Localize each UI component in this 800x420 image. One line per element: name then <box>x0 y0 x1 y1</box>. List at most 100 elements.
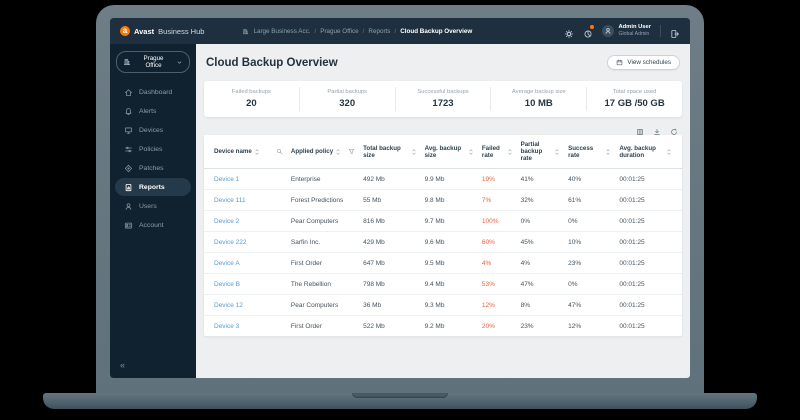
sidebar-item-patches[interactable]: Patches <box>115 159 191 177</box>
cell-total: 522 Mb <box>363 322 385 330</box>
download-icon[interactable] <box>653 123 661 135</box>
column-header-failed-rate[interactable]: Failed rate <box>478 139 517 165</box>
sidebar-item-users[interactable]: Users <box>115 197 191 215</box>
device-link[interactable]: Device B <box>214 280 241 288</box>
monitor-icon <box>124 126 133 135</box>
sort-icon[interactable] <box>468 148 474 156</box>
logout-icon[interactable] <box>670 26 680 38</box>
sidebar-item-policies[interactable]: Policies <box>115 140 191 158</box>
cell-policy: First Order <box>290 259 322 267</box>
cell-success: 12% <box>568 322 582 330</box>
table-row: Device 2 Pear Computers 816 Mb 9.7 Mb 100% 0%… <box>204 211 682 232</box>
cell-policy: Sarfin Inc. <box>290 238 321 246</box>
column-label: Avg. backup size <box>424 144 462 159</box>
sort-icon[interactable] <box>411 148 417 156</box>
org-selector[interactable]: Prague Office <box>116 51 190 73</box>
sidebar-item-dashboard[interactable]: Dashboard <box>115 83 191 101</box>
cell-duration: 00:01:25 <box>619 238 645 246</box>
user-role: Global Admin <box>618 31 650 38</box>
columns-icon[interactable] <box>636 123 644 135</box>
column-header-partial-backup-rate[interactable]: Partial backup rate <box>517 135 565 168</box>
cell-success: 61% <box>568 196 582 204</box>
cell-failed: 60% <box>481 238 495 246</box>
device-link[interactable]: Device 222 <box>214 238 247 246</box>
cell-policy: First Order <box>290 322 322 330</box>
laptop-shadow <box>30 406 770 415</box>
sort-icon[interactable] <box>254 148 260 156</box>
cell-duration: 00:01:25 <box>619 301 645 309</box>
device-link[interactable]: Device 111 <box>214 196 246 204</box>
cell-policy: Forest Predictions <box>290 196 344 204</box>
cell-failed: 4% <box>481 259 492 267</box>
device-link[interactable]: Device 2 <box>214 217 240 225</box>
breadcrumb-link[interactable]: Reports <box>368 27 391 35</box>
breadcrumb-link[interactable]: Large Business Acc. <box>253 27 311 35</box>
stat-label: Partial backups <box>327 89 368 95</box>
cell-partial: 41% <box>520 175 534 183</box>
sidebar-item-devices[interactable]: Devices <box>115 121 191 139</box>
stat-value: 1723 <box>432 98 454 109</box>
user-menu[interactable]: Admin User Global Admin <box>602 24 651 38</box>
avast-logo-icon <box>120 26 130 36</box>
brand[interactable]: Avast Business Hub <box>120 26 204 36</box>
column-header-total-backup-size[interactable]: Total backup size <box>359 139 421 165</box>
breadcrumb-separator: / <box>362 27 365 35</box>
sort-icon[interactable] <box>554 148 560 156</box>
cell-total: 429 Mb <box>363 238 385 246</box>
brand-name-bold: Avast <box>134 26 155 36</box>
sidebar-item-account[interactable]: Account <box>115 216 191 234</box>
column-header-avg-backup-duration[interactable]: Avg. backup duration <box>615 139 676 165</box>
cell-avg: 9.8 Mb <box>424 196 445 204</box>
cell-duration: 00:01:25 <box>619 217 645 225</box>
device-link[interactable]: Device 3 <box>214 322 240 330</box>
refresh-icon[interactable] <box>670 123 678 135</box>
backup-report-table: Device name Applied policy Total backup si… <box>204 135 682 336</box>
search-icon[interactable] <box>276 148 283 155</box>
table-toolbar <box>204 117 682 135</box>
account-icon <box>124 221 133 230</box>
stat-value: 17 GB /50 GB <box>604 98 665 109</box>
cell-partial: 8% <box>520 301 530 309</box>
building-icon <box>242 28 249 35</box>
cell-policy: Enterprise <box>290 175 321 183</box>
cell-duration: 00:01:25 <box>619 259 645 267</box>
breadcrumb-current: Cloud Backup Overview <box>400 27 473 35</box>
column-header-success-rate[interactable]: Success rate <box>564 139 615 165</box>
sort-icon[interactable] <box>605 148 611 156</box>
device-link[interactable]: Device 12 <box>214 301 243 309</box>
cell-avg: 9.6 Mb <box>424 238 445 246</box>
page-title: Cloud Backup Overview <box>206 56 338 69</box>
sidebar-item-alerts[interactable]: Alerts <box>115 102 191 120</box>
column-header-avg-backup-size[interactable]: Avg. backup size <box>421 139 478 165</box>
column-header-device-name[interactable]: Device name <box>210 142 287 162</box>
table-body: Device 1 Enterprise 492 Mb 9.9 Mb 19% 41% 40% 0… <box>204 169 682 336</box>
stat-value: 20 <box>246 98 257 109</box>
stats-summary-card: Failed backups 20 Partial backups 320 Succes… <box>204 81 682 117</box>
view-schedules-button[interactable]: View schedules <box>607 55 680 70</box>
usage-pie-icon[interactable] <box>583 23 596 38</box>
column-label: Success rate <box>568 144 594 159</box>
cell-total: 816 Mb <box>363 217 385 225</box>
sort-icon[interactable] <box>335 148 341 156</box>
column-label: Total backup size <box>363 144 401 159</box>
sidebar-item-reports[interactable]: Reports <box>115 178 191 196</box>
cell-success: 23% <box>568 259 582 267</box>
filter-icon[interactable] <box>348 148 355 155</box>
sort-icon[interactable] <box>507 148 513 156</box>
settings-gear-icon[interactable] <box>564 26 574 39</box>
table-row: Device 111 Forest Predictions 55 Mb 9.8 Mb 7… <box>204 190 682 211</box>
sort-icon[interactable] <box>666 148 672 156</box>
laptop-bezel: Avast Business Hub Large Business Acc./P… <box>96 5 704 394</box>
app-header: Avast Business Hub Large Business Acc. /P… <box>110 18 690 44</box>
device-link[interactable]: Device 1 <box>214 175 240 183</box>
cell-failed: 53% <box>481 280 495 288</box>
breadcrumb-link[interactable]: Prague Office <box>320 27 359 35</box>
cell-success: 0% <box>568 217 578 225</box>
device-link[interactable]: Device A <box>214 259 240 267</box>
column-header-applied-policy[interactable]: Applied policy <box>287 142 359 162</box>
stat-successful-backups: Successful backups 1723 <box>394 87 491 111</box>
cell-policy: Pear Computers <box>290 301 339 309</box>
column-label: Partial backup rate <box>520 141 543 162</box>
collapse-sidebar-button[interactable]: « <box>120 360 126 370</box>
sidebar-item-label: Reports <box>139 183 165 191</box>
